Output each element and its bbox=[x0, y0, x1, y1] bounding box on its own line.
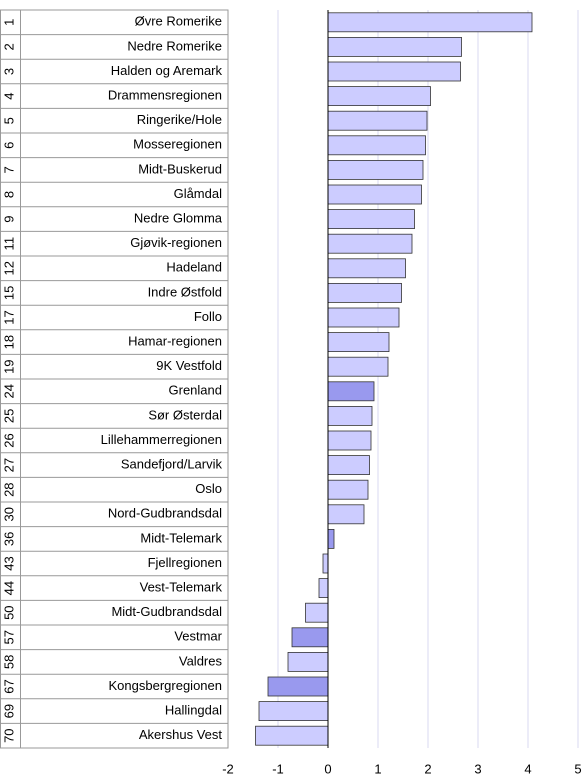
bar bbox=[318, 578, 329, 598]
x-tick-label: 2 bbox=[424, 761, 431, 776]
y-tick-label: Midt-Buskerud bbox=[138, 161, 222, 176]
bar bbox=[327, 405, 373, 426]
bar bbox=[327, 332, 390, 353]
bar bbox=[267, 676, 329, 697]
rank-label: 58 bbox=[1, 655, 16, 669]
y-tick-label: Ringerike/Hole bbox=[137, 112, 222, 127]
bar bbox=[255, 725, 329, 746]
bar bbox=[322, 553, 329, 574]
bar bbox=[327, 430, 372, 451]
y-tick-label: Halden og Aremark bbox=[111, 63, 223, 78]
y-tick-label: Nord-Gudbrandsdal bbox=[108, 506, 222, 521]
bar bbox=[327, 135, 426, 156]
rank-label: 3 bbox=[1, 68, 16, 75]
y-tick-label: 9K Vestfold bbox=[156, 358, 222, 373]
x-tick-label: 3 bbox=[474, 761, 481, 776]
y-tick-label: Oslo bbox=[195, 481, 222, 496]
y-tick-label: Vest-Telemark bbox=[140, 580, 223, 595]
y-tick-label: Follo bbox=[194, 309, 222, 324]
rank-label: 9 bbox=[1, 215, 16, 222]
rank-label: 43 bbox=[1, 556, 16, 570]
y-tick-label: Gjøvik-regionen bbox=[130, 235, 222, 250]
rank-label: 12 bbox=[1, 261, 16, 275]
rank-label: 67 bbox=[1, 679, 16, 693]
bar bbox=[327, 307, 400, 328]
y-tick-label: Indre Østfold bbox=[148, 284, 222, 299]
x-tick-label: 1 bbox=[374, 761, 381, 776]
bar bbox=[291, 627, 329, 648]
y-tick-label: Nedre Glomma bbox=[134, 211, 223, 226]
rank-label: 8 bbox=[1, 191, 16, 198]
y-tick-label: Nedre Romerike bbox=[127, 38, 222, 53]
y-tick-label: Sandefjord/Larvik bbox=[121, 457, 223, 472]
rank-label: 5 bbox=[1, 117, 16, 124]
bar bbox=[327, 61, 461, 82]
x-tick-label: 5 bbox=[574, 761, 581, 776]
y-tick-label: Fjellregionen bbox=[148, 555, 222, 570]
rank-label: 4 bbox=[1, 92, 16, 99]
x-tick-label: -2 bbox=[222, 761, 234, 776]
rank-label: 17 bbox=[1, 310, 16, 324]
rank-label: 11 bbox=[1, 237, 16, 251]
bar bbox=[327, 209, 415, 230]
bar bbox=[327, 356, 389, 377]
rank-label: 6 bbox=[1, 142, 16, 149]
y-tick-label: Akershus Vest bbox=[139, 727, 222, 742]
x-tick-label: 0 bbox=[324, 761, 331, 776]
rank-label: 57 bbox=[1, 630, 16, 644]
bar bbox=[258, 701, 329, 721]
y-tick-label: Midt-Telemark bbox=[140, 530, 222, 545]
bar bbox=[327, 86, 431, 106]
bar bbox=[327, 37, 462, 57]
bar bbox=[327, 233, 413, 254]
bar bbox=[327, 184, 422, 205]
bar bbox=[327, 159, 424, 180]
bar bbox=[327, 381, 375, 402]
rank-label: 44 bbox=[1, 581, 16, 595]
rank-label: 26 bbox=[1, 433, 16, 447]
rank-label: 70 bbox=[1, 728, 16, 742]
rank-label: 24 bbox=[1, 384, 16, 398]
bar bbox=[327, 282, 402, 303]
y-tick-label: Drammensregionen bbox=[108, 88, 222, 103]
rank-label: 15 bbox=[1, 286, 16, 300]
rank-label: 25 bbox=[1, 409, 16, 423]
rank-label: 2 bbox=[1, 43, 16, 50]
rank-label: 19 bbox=[1, 359, 16, 373]
bar bbox=[327, 455, 370, 476]
x-tick-label: -1 bbox=[272, 761, 284, 776]
y-tick-label: Glåmdal bbox=[174, 186, 223, 201]
x-tick-label: 4 bbox=[524, 761, 531, 776]
bar bbox=[327, 258, 406, 279]
y-tick-label: Valdres bbox=[179, 653, 223, 668]
bar bbox=[327, 12, 533, 33]
rank-label: 27 bbox=[1, 458, 16, 472]
rank-label: 36 bbox=[1, 532, 16, 546]
bar bbox=[305, 602, 329, 623]
y-tick-label: Hadeland bbox=[166, 260, 222, 275]
rank-label: 7 bbox=[1, 166, 16, 173]
y-tick-label: Sør Østerdal bbox=[148, 407, 222, 422]
y-tick-label: Mosseregionen bbox=[133, 137, 222, 152]
y-tick-label: Hallingdal bbox=[165, 703, 222, 718]
rank-label: 69 bbox=[1, 704, 16, 718]
y-tick-label: Grenland bbox=[169, 383, 222, 398]
rank-label: 30 bbox=[1, 507, 16, 521]
y-tick-label: Midt-Gudbrandsdal bbox=[111, 604, 222, 619]
y-tick-label: Vestmar bbox=[174, 629, 222, 644]
y-tick-label: Kongsbergregionen bbox=[109, 678, 222, 693]
rank-label: 1 bbox=[1, 19, 16, 26]
bar bbox=[287, 652, 329, 672]
bar bbox=[327, 110, 428, 131]
y-tick-label: Lillehammerregionen bbox=[101, 432, 222, 447]
bar bbox=[327, 479, 369, 500]
rank-label: 18 bbox=[1, 335, 16, 349]
bar bbox=[327, 529, 335, 549]
rank-label: 28 bbox=[1, 482, 16, 496]
rank-label: 50 bbox=[1, 605, 16, 619]
bar bbox=[327, 504, 365, 525]
y-tick-label: Hamar-regionen bbox=[128, 334, 222, 349]
y-tick-label: Øvre Romerike bbox=[135, 14, 222, 29]
